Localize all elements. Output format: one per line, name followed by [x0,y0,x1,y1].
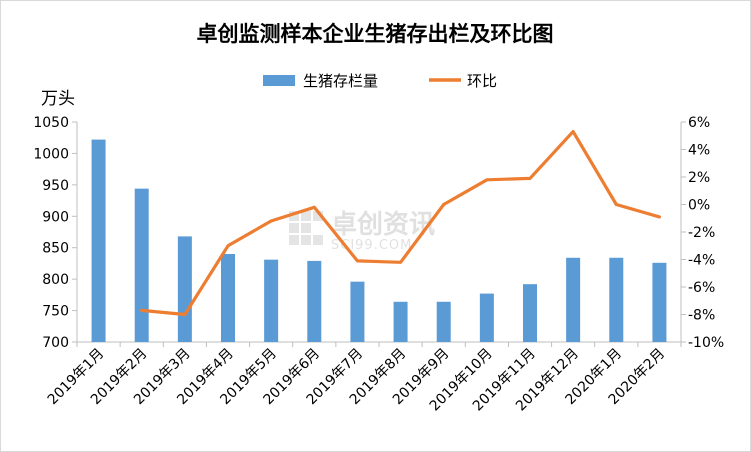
y-axis-left-unit: 万头 [41,89,75,109]
legend: 生猪存栏量 环比 [263,72,497,90]
bar-7 [350,281,365,342]
bar-13 [609,257,624,342]
y-left-tick-label: 900 [42,209,69,225]
bar-1 [91,139,106,342]
bar-11 [523,284,537,342]
y-right-tick-label: -6% [688,280,715,296]
y-right-tick-label: 0% [688,198,710,214]
watermark: 卓创资讯 SCI99.COM [289,210,435,253]
y-left-tick-label: 1000 [33,146,69,162]
y-left-tick-label: 750 [42,304,69,320]
plot-area: 700 750 800 850 900 950 1000 1050 -10% -8% -6% -4% -… [33,115,724,414]
y-left-tick-label: 800 [42,272,69,288]
y-left-tick-label: 700 [42,335,69,351]
bar-14 [652,262,667,342]
watermark-text-cn: 卓创资讯 [331,210,435,240]
y-right-tick-label: -4% [688,253,715,269]
watermark-text-en: SCI99.COM [331,238,412,253]
y-right-tick-label: -2% [688,225,715,241]
y-left-tick-label: 950 [42,178,69,194]
bar-5 [264,259,279,342]
bar-12 [566,257,581,342]
legend-label-bar: 生猪存栏量 [303,72,378,90]
y-right-tick-label: 4% [688,143,710,159]
bar-10 [479,293,494,342]
y-left-tick-label: 1050 [33,115,69,131]
bar-8 [393,301,408,342]
bar-3 [177,236,192,342]
y-right-tick-label: 6% [688,115,710,131]
bar-6 [307,260,322,342]
line-series-huanbi [140,130,662,317]
y-right-tick-label: -10% [688,335,724,351]
legend-swatch-bar [263,75,295,86]
watermark-logo [289,211,323,245]
y-left-tick-label: 850 [42,241,69,257]
bar-9 [436,301,451,342]
chart-title: 卓创监测样本企业生猪存出栏及环比图 [197,22,554,46]
bar-4 [221,254,235,342]
y-right-tick-label: -8% [688,308,715,324]
bar-2 [134,188,149,342]
y-right-tick-label: 2% [688,170,710,186]
legend-label-line: 环比 [467,72,497,90]
